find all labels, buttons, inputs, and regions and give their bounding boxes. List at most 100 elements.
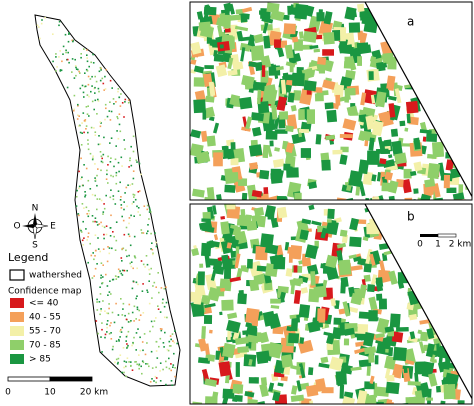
pixel [139,336,141,339]
pixel [173,352,175,355]
field [333,317,342,325]
pixel [97,143,100,146]
pixel [109,161,112,163]
pixel [91,158,94,161]
pixel [109,324,111,327]
pixel [124,314,126,317]
pixel [155,245,158,248]
pixel [85,167,88,170]
legend-label: <= 40 [29,299,59,309]
pixel [80,231,83,233]
pixel [105,273,107,276]
pixel [166,348,169,351]
field [272,391,281,402]
pixel [89,188,92,190]
pixel [125,335,128,338]
pixel [136,308,139,311]
pixel [102,264,104,266]
field [266,2,280,14]
pixel [91,75,93,78]
pixel [87,143,89,145]
legend-subtitle: Confidence map [8,287,82,297]
field [222,388,235,399]
field [369,253,376,266]
field [204,378,218,387]
field [190,41,202,55]
field [287,92,295,103]
pixel [130,265,133,268]
field [341,396,356,404]
pixel [136,295,138,297]
pixel [118,271,121,274]
pixel [87,131,89,134]
field [223,14,231,29]
pixel [100,310,102,312]
pixel [36,24,39,27]
field [301,257,312,267]
pixel [110,137,113,139]
field [277,285,289,294]
field [358,359,372,368]
pixel [120,204,123,206]
pixel [154,375,157,378]
pixel [99,79,102,82]
pixel [80,56,82,59]
pixel [84,194,87,196]
pixel [78,185,81,188]
pixel [124,101,126,103]
pixel [86,49,88,51]
field [269,140,274,147]
field [294,3,309,20]
pixel [115,145,117,147]
pixel [125,375,127,378]
pixel [88,65,90,68]
pixel [143,205,146,207]
field [275,66,284,71]
field [369,375,375,384]
pixel [113,321,116,324]
pixel [121,260,123,262]
pixel [120,156,123,159]
pixel [115,358,118,361]
pixel [87,139,89,141]
pixel [148,218,150,220]
pixel [87,261,89,264]
pixel [141,372,143,375]
field [280,354,294,368]
field [197,271,205,286]
pixel [103,226,106,229]
pixel [127,321,130,323]
pixel [89,152,92,155]
pixel [137,328,139,330]
pixel [86,94,89,96]
field [285,61,296,68]
field [325,220,339,236]
pixel [123,208,125,211]
field [251,126,262,137]
pixel [98,70,101,73]
field [364,394,377,404]
pixel [94,92,96,94]
pixel [83,96,85,98]
pixel [115,278,118,280]
field [190,58,197,65]
field [207,355,213,361]
pixel [94,220,96,223]
pixel [105,233,108,236]
legend-swatch [10,354,24,364]
pixel [163,305,166,308]
pixel [106,115,109,118]
field [401,143,412,147]
field [270,217,279,228]
pixel [65,51,67,54]
pixel [83,120,86,122]
pixel [165,383,167,386]
pixel [131,202,133,205]
pixel [120,329,122,331]
pixel [120,272,123,275]
field [240,47,246,62]
pixel [108,291,111,293]
field [427,388,432,404]
pixel [90,61,92,64]
field [445,159,454,171]
